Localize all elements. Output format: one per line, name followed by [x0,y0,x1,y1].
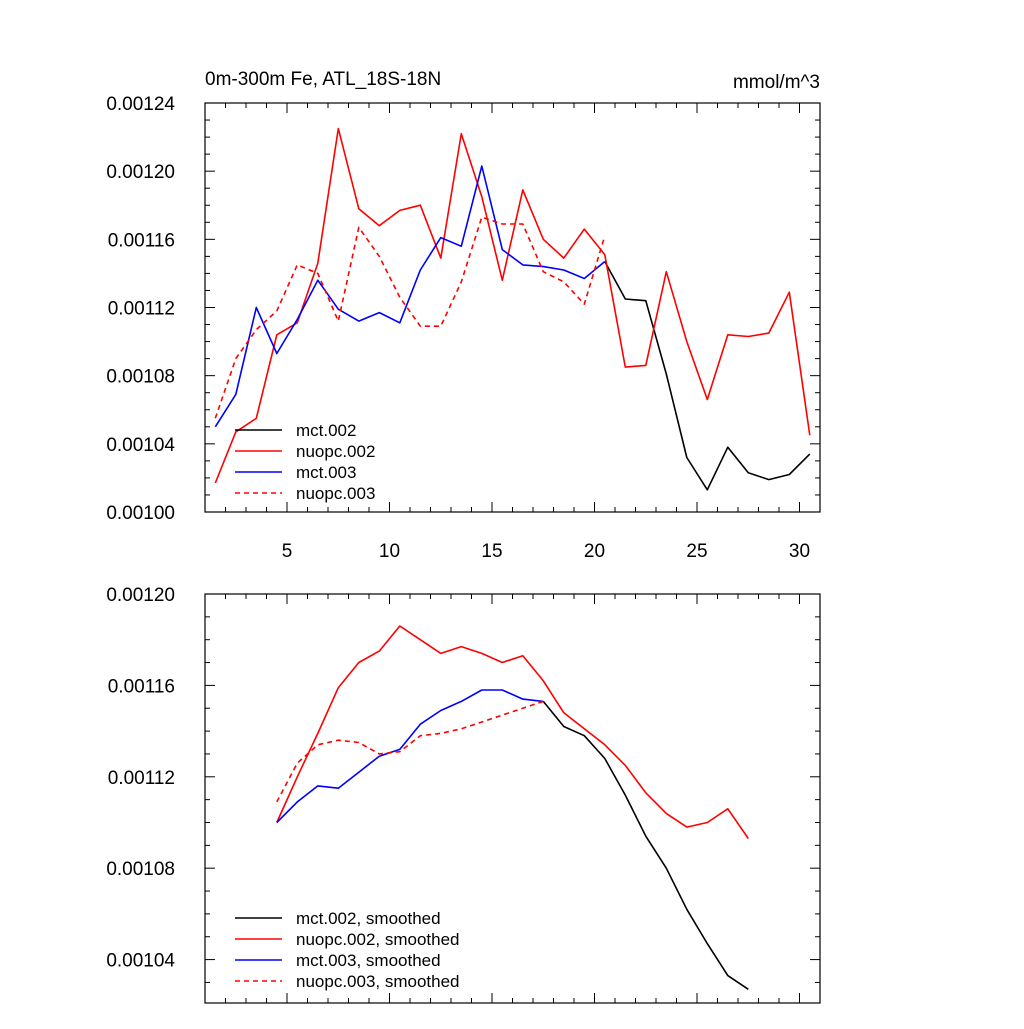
y-tick-label: 0.00104 [106,435,175,456]
legend-label: mct.003 [296,463,356,482]
legend-label: nuopc.003, smoothed [296,972,460,991]
y-tick-label: 0.00112 [108,299,175,320]
y-tick-label: 0.00116 [108,230,175,251]
legend-label: mct.003, smoothed [296,951,441,970]
y-tick-label: 0.00108 [106,859,175,880]
x-tick-label: 15 [481,541,502,562]
x-tick-label: 10 [379,541,400,562]
legend-label: mct.002, smoothed [296,909,441,928]
y-tick-label: 0.00116 [108,676,175,697]
legend-label: nuopc.002 [296,442,375,461]
y-tick-label: 0.00124 [106,94,175,115]
series-line-nuopc-003-smoothed [276,700,544,803]
units-label: mmol/m^3 [733,72,820,93]
x-tick-label: 25 [686,541,707,562]
y-tick-label: 0.00120 [106,162,175,183]
x-tick-label: 5 [282,541,293,562]
legend-label: mct.002 [296,421,356,440]
y-tick-label: 0.00104 [106,951,175,972]
top-panel: 0m-300m Fe, ATL_18S-18N mmol/m^3 5 10 15 20… [106,69,821,562]
x-tick-label: 30 [789,541,810,562]
series-line-nuopc-003 [214,216,606,419]
series-line-mct-003 [214,165,606,428]
y-tick-label: 0.00108 [106,367,175,388]
y-tick-label: 0.00100 [106,503,175,524]
series-line-nuopc-002 [214,127,811,484]
y-tick-label: 0.00112 [108,768,175,789]
y-tick-label: 0.00120 [106,585,175,606]
legend-label: nuopc.002, smoothed [296,930,460,949]
chart-title: 0m-300m Fe, ATL_18S-18N [205,69,441,90]
series-line-mct-002 [604,261,811,491]
bottom-panel: 0.00104 0.00108 0.00112 0.00116 0.00120 mct.0… [106,585,821,1004]
x-tick-label: 20 [584,541,605,562]
series-line-mct-002-smoothed [542,700,749,990]
series-line-mct-003-smoothed [276,689,544,824]
legend-label: nuopc.003 [296,484,375,503]
series-line-nuopc-002-smoothed [276,625,749,839]
